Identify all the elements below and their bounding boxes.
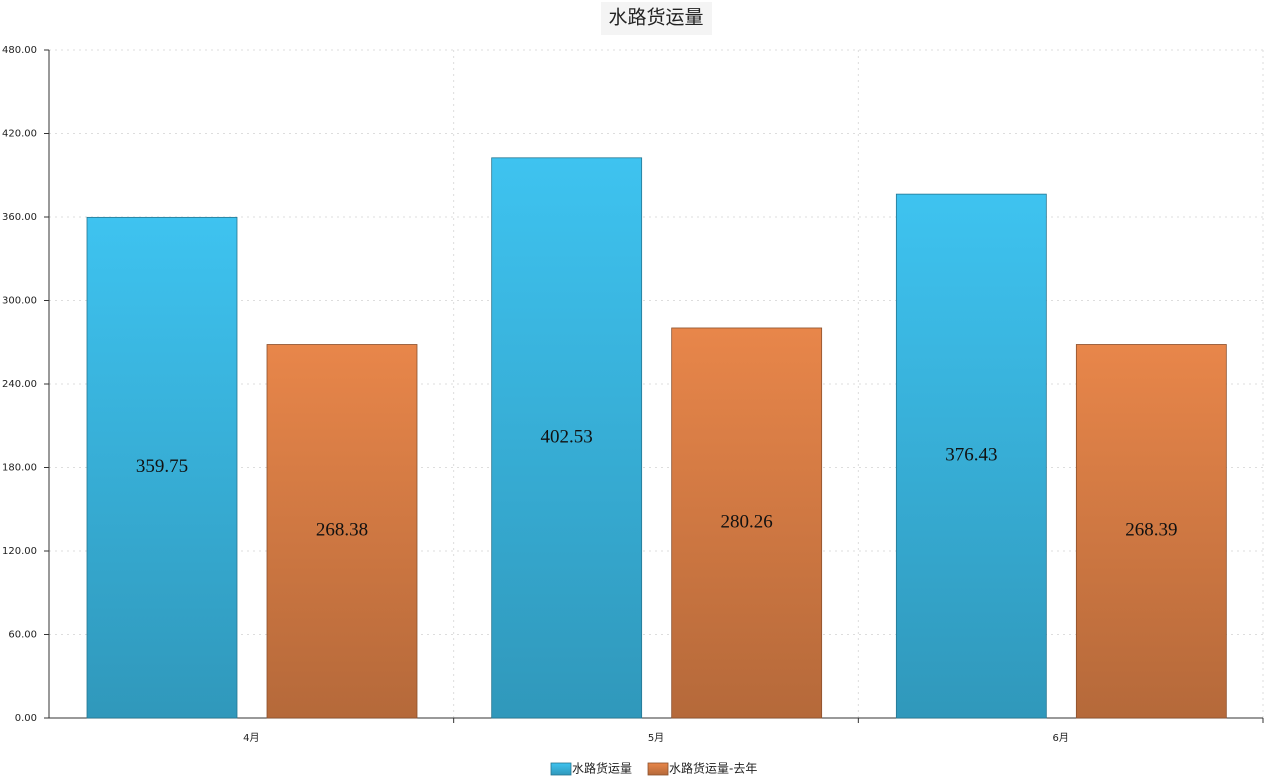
- value-label: 280.26: [721, 511, 773, 532]
- legend-label: 水路货运量-去年: [669, 761, 757, 776]
- legend-swatch: [647, 762, 669, 776]
- value-label: 268.38: [316, 520, 368, 541]
- y-tick-label: 180.00: [2, 463, 37, 474]
- bar: [491, 157, 643, 719]
- chart-title: 水路货运量: [608, 7, 703, 29]
- x-tick-label: 4月: [243, 732, 259, 744]
- legend-label: 水路货运量: [572, 761, 632, 776]
- y-tick-label: 0.00: [15, 713, 37, 724]
- bar: [86, 216, 238, 719]
- x-tick-label: 6月: [1052, 732, 1068, 744]
- y-tick-label: 420.00: [2, 129, 37, 140]
- value-label: 268.39: [1125, 520, 1177, 541]
- legend-swatch: [550, 762, 572, 776]
- y-tick-label: 120.00: [2, 546, 37, 557]
- y-tick-label: 60.00: [8, 630, 37, 641]
- bar: [895, 193, 1047, 719]
- y-tick-label: 480.00: [2, 45, 37, 56]
- value-label: 376.43: [945, 444, 997, 465]
- x-tick-label: 5月: [648, 732, 664, 744]
- title-box: [601, 2, 712, 35]
- bar: [671, 327, 823, 719]
- bar: [1075, 344, 1227, 719]
- value-label: 402.53: [541, 426, 593, 447]
- value-label: 359.75: [136, 456, 188, 477]
- y-tick-label: 300.00: [2, 296, 37, 307]
- y-tick-label: 240.00: [2, 379, 37, 390]
- y-tick-label: 360.00: [2, 212, 37, 223]
- bar: [266, 344, 418, 719]
